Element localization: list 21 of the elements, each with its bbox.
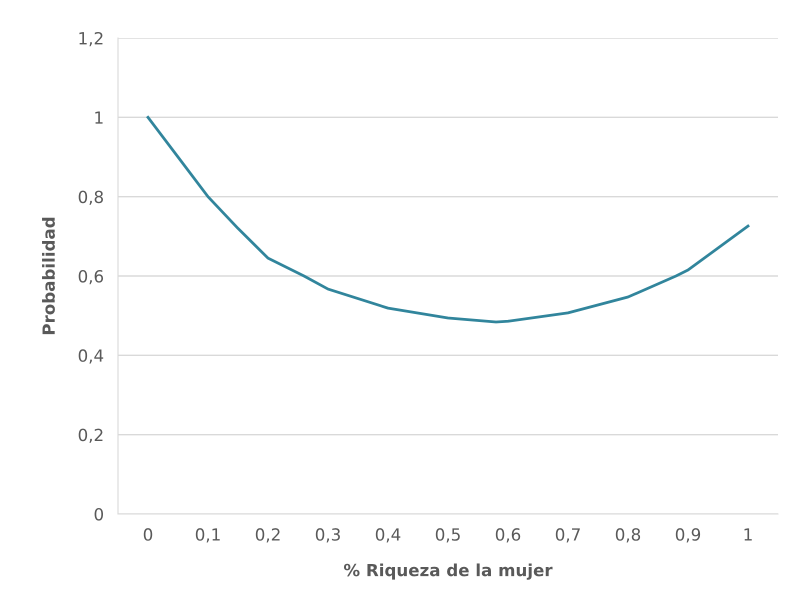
x-tick-label: 0 <box>144 528 152 541</box>
y-tick-label: 0,6 <box>78 270 104 284</box>
y-tick-label: 0,4 <box>78 349 104 364</box>
x-tick-label: 0,4 <box>376 528 400 542</box>
x-tick-label: 0,8 <box>616 528 640 542</box>
y-tick-label: 1 <box>95 112 103 124</box>
x-tick-label: 0,5 <box>436 528 460 542</box>
x-axis-title: % Riqueza de la mujer <box>344 563 553 580</box>
y-tick-label: 0,2 <box>78 428 102 443</box>
x-tick-label: 0,7 <box>556 528 580 542</box>
x-tick-label: 0,6 <box>496 528 520 542</box>
x-tick-label: 1 <box>744 528 752 541</box>
y-tick-label: 0 <box>94 508 104 521</box>
x-tick-label: 0,3 <box>316 528 340 542</box>
x-tick-label: 0,2 <box>256 528 280 542</box>
y-tick-label: 1,2 <box>79 32 102 46</box>
y-tick-label: 0,8 <box>78 190 103 205</box>
y-axis-title: Probabilidad <box>42 218 55 334</box>
line-series <box>146 116 750 324</box>
x-tick-label: 0,1 <box>196 528 220 542</box>
x-tick-label: 0,9 <box>676 528 700 542</box>
